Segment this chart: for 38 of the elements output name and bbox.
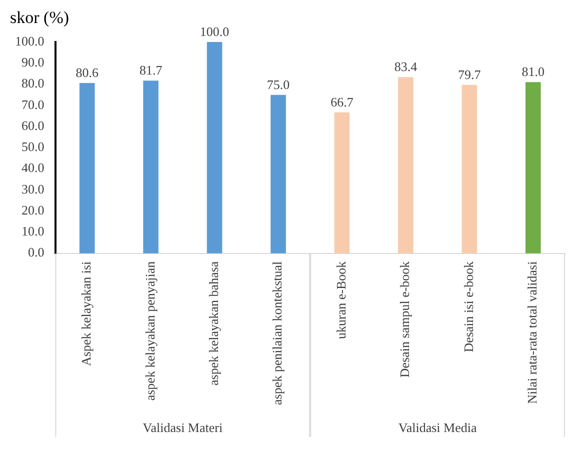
y-tick-label: 100.0 bbox=[15, 33, 44, 48]
x-tick-label: ukuran e-Book bbox=[333, 260, 348, 339]
x-tick-label: aspek kelayakan penyajian bbox=[142, 260, 158, 401]
data-label: 75.0 bbox=[266, 76, 290, 92]
bar bbox=[462, 84, 478, 254]
x-tick-label: Desain sampul e-book bbox=[397, 260, 412, 378]
bar bbox=[334, 112, 350, 254]
y-tick-label: 0.0 bbox=[28, 244, 44, 260]
text: Validasi Media bbox=[398, 420, 477, 435]
x-tick-label: Desain isi e-book bbox=[460, 260, 476, 352]
x-tick-label: aspek kelayakan bahasa bbox=[206, 261, 221, 386]
data-label: 66.7 bbox=[330, 94, 354, 110]
x-tick-label: aspek penilaian kontekstual bbox=[270, 260, 285, 406]
data-label: 81.0 bbox=[522, 64, 545, 80]
bar bbox=[525, 82, 541, 254]
bar bbox=[143, 80, 158, 254]
x-tick-label: Aspek kelayakan isi bbox=[78, 260, 94, 366]
data-label: 100.0 bbox=[200, 24, 230, 39]
data-label: 81.7 bbox=[139, 62, 163, 78]
y-tick-label: 60.0 bbox=[22, 118, 44, 133]
y-tick-label: 90.0 bbox=[22, 54, 44, 70]
bar bbox=[79, 82, 95, 254]
data-label: 83.4 bbox=[394, 59, 418, 74]
y-tick-label: 80.0 bbox=[22, 76, 44, 91]
y-tick-label: 50.0 bbox=[22, 139, 44, 154]
data-label: 80.6 bbox=[76, 64, 99, 80]
y-tick-label: 40.0 bbox=[22, 160, 44, 176]
bar bbox=[398, 77, 414, 254]
bar bbox=[206, 42, 222, 254]
x-tick-label: Nilai rata-rata total validasi bbox=[524, 260, 540, 404]
text: Validasi Materi bbox=[142, 420, 223, 435]
y-tick-label: 20.0 bbox=[22, 202, 44, 218]
y-axis-title: skor (%) bbox=[10, 8, 70, 27]
y-tick-label: 70.0 bbox=[22, 96, 44, 112]
y-tick-label: 30.0 bbox=[22, 181, 44, 196]
bar bbox=[270, 94, 286, 254]
y-tick-label: 10.0 bbox=[22, 224, 44, 239]
data-label: 79.7 bbox=[458, 66, 482, 82]
